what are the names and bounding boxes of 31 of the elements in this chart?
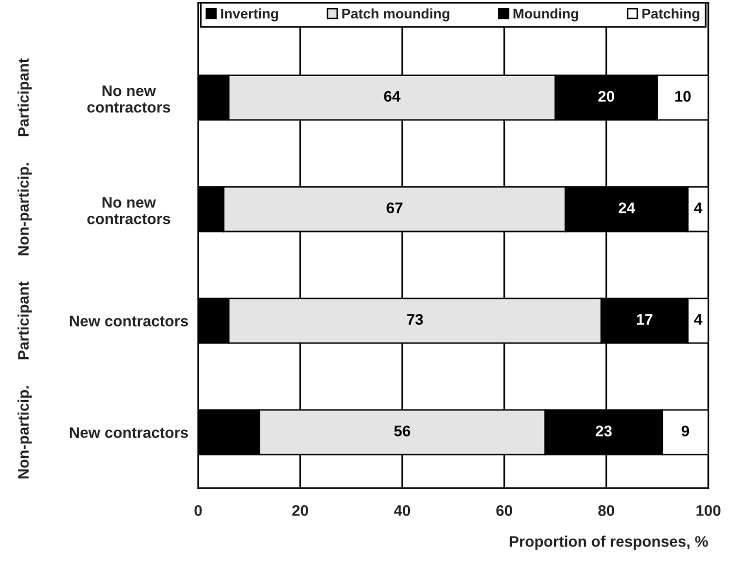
data-label: 9	[682, 426, 690, 436]
x-tick-label: 60	[496, 505, 512, 516]
legend-label: Patching	[642, 8, 700, 22]
data-label: 10	[675, 90, 691, 102]
data-label: 4	[694, 314, 702, 325]
x-tick-label: 80	[598, 505, 614, 516]
legend-label: Inverting	[221, 8, 278, 22]
y-tick-label: New contractors	[70, 316, 188, 326]
data-label: 67	[386, 202, 402, 214]
x-tick-label: 100	[696, 505, 720, 516]
data-label: 73	[407, 314, 423, 325]
x-axis-title: Proportion of responses, %	[510, 536, 708, 550]
y-tick-label: No new contractors	[87, 86, 170, 113]
text: Non-particip.	[18, 163, 32, 256]
data-label: 4	[694, 202, 702, 214]
x-tick-label: 40	[394, 505, 410, 516]
legend-label: Patch mounding	[342, 8, 450, 22]
x-tick-label: 20	[292, 505, 308, 516]
legend-label: Mounding	[514, 8, 578, 22]
text: Participant	[18, 58, 32, 136]
data-label: 56	[394, 426, 410, 436]
text: Non-particip.	[18, 386, 32, 478]
data-label: 20	[598, 90, 614, 102]
data-label: 24	[618, 202, 636, 214]
x-tick-label: 0	[194, 505, 202, 516]
data-label: 64	[384, 90, 400, 102]
text: Participant	[18, 281, 32, 360]
data-label: 17	[637, 314, 652, 325]
y-tick-label: No new contractors	[87, 197, 170, 224]
y-tick-label: New contractors	[70, 427, 188, 438]
data-label: 23	[596, 426, 612, 436]
